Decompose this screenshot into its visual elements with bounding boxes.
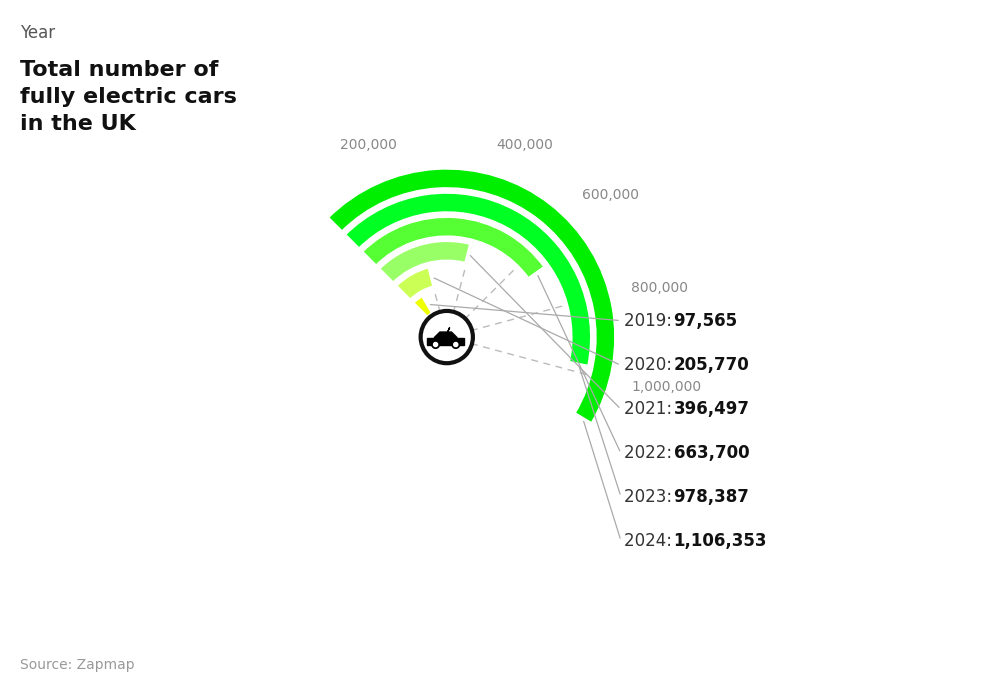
Text: 1,106,353: 1,106,353 <box>674 532 767 550</box>
Circle shape <box>454 342 458 346</box>
Text: 2021:: 2021: <box>624 400 678 419</box>
Text: 2023:: 2023: <box>624 488 678 506</box>
Wedge shape <box>395 267 434 300</box>
Polygon shape <box>427 337 464 344</box>
Circle shape <box>434 342 438 346</box>
Text: 1,000,000: 1,000,000 <box>631 379 702 393</box>
Text: 2024:: 2024: <box>624 532 677 550</box>
Text: Total number of
fully electric cars
in the UK: Total number of fully electric cars in t… <box>20 60 237 134</box>
Wedge shape <box>413 295 433 318</box>
Polygon shape <box>445 328 450 342</box>
Circle shape <box>452 341 460 349</box>
Text: 200,000: 200,000 <box>340 139 397 153</box>
Wedge shape <box>361 216 545 279</box>
Wedge shape <box>344 192 592 367</box>
Polygon shape <box>434 332 457 337</box>
Text: Source: Zapmap: Source: Zapmap <box>20 658 135 672</box>
Text: 2019:: 2019: <box>624 312 677 330</box>
Text: 396,497: 396,497 <box>674 400 750 419</box>
Wedge shape <box>327 168 616 424</box>
Circle shape <box>421 311 473 363</box>
Text: 97,565: 97,565 <box>674 312 738 330</box>
Text: Year: Year <box>20 25 55 43</box>
Circle shape <box>432 341 439 349</box>
Text: 978,387: 978,387 <box>674 488 749 506</box>
Text: 663,700: 663,700 <box>674 444 749 463</box>
Text: 2022:: 2022: <box>624 444 678 463</box>
Text: 800,000: 800,000 <box>631 281 688 295</box>
Text: 400,000: 400,000 <box>496 139 553 153</box>
Text: 600,000: 600,000 <box>582 188 639 202</box>
Wedge shape <box>378 240 471 284</box>
Text: 205,770: 205,770 <box>674 356 749 374</box>
Text: 2020:: 2020: <box>624 356 677 374</box>
